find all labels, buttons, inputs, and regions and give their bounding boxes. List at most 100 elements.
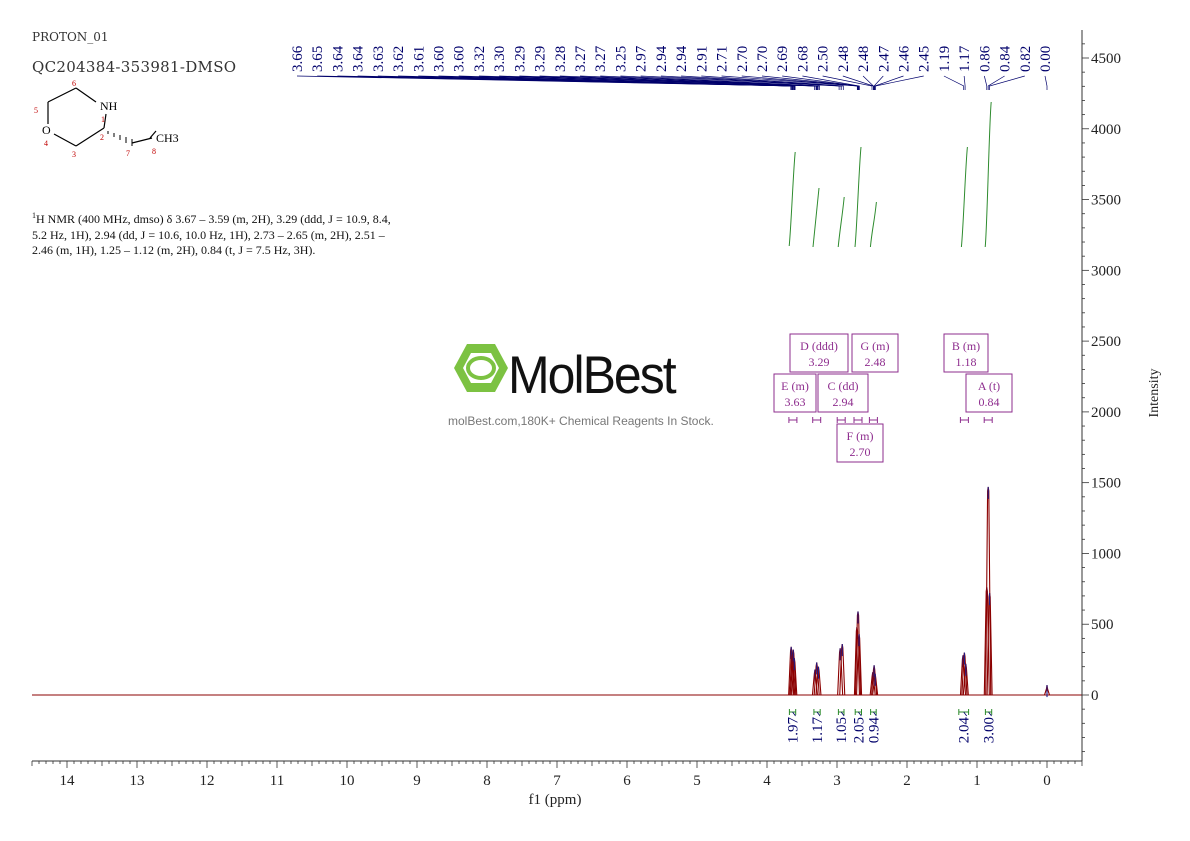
nmr-description-text: H NMR (400 MHz, dmso) δ 3.67 – 3.59 (m, … [32, 212, 391, 257]
spectrum-peak [1043, 685, 1051, 696]
integral-leader [873, 711, 877, 717]
y-axis-label: Intensity [1147, 369, 1162, 418]
multiplet-box-group: D (ddd) 3.29 G (m) 2.48 B (m) 1.18 E (m) 3.63 C … [773, 333, 1013, 463]
x-tick-label: 14 [60, 773, 76, 789]
y-tick-label: 3500 [1091, 193, 1121, 209]
y-tick-label: 4500 [1091, 51, 1121, 67]
peak-label: 2.45 [917, 46, 933, 72]
x-axis: 14 13 12 11 10 9 8 7 6 5 4 3 2 1 0 [31, 760, 1083, 789]
integral-curve [984, 101, 992, 248]
watermark: MolBest molBest.com,180K+ Chemical Reage… [448, 340, 748, 440]
multiplet-box [836, 423, 884, 463]
y-tick-label: 2000 [1091, 405, 1121, 421]
multiplet-label: F (m) [847, 429, 874, 443]
peak-label: 2.70 [735, 46, 751, 72]
x-tick-label: 8 [483, 773, 491, 789]
atom-number-1: 1 [101, 115, 105, 124]
integral-leader [963, 711, 968, 717]
integral-leader [858, 711, 862, 717]
atom-number-4: 4 [44, 139, 48, 148]
peak-label-leader [620, 75, 820, 90]
watermark-brand: MolBest [508, 345, 677, 405]
experiment-name: PROTON_01 [32, 30, 109, 44]
multiplet-box [943, 333, 989, 373]
x-tick-label: 13 [130, 773, 145, 789]
nmr-description: 1H NMR (400 MHz, dmso) δ 3.67 – 3.59 (m,… [32, 208, 392, 259]
peak-label-leader [989, 75, 1025, 90]
peak-label: 3.63 [371, 46, 387, 72]
integral-curve [960, 146, 968, 248]
peak-label: 3.28 [553, 46, 569, 72]
multiplet-box [965, 373, 1013, 413]
multiplet-label: A (t) [978, 379, 1000, 393]
spectrum-peak [856, 634, 863, 696]
x-tick-label: 7 [553, 773, 561, 789]
x-tick-label: 12 [200, 773, 215, 789]
molecule-structure: NH O CH3 1 2 3 4 5 6 7 8 [34, 80, 179, 159]
peak-label: 3.27 [573, 45, 589, 72]
x-tick-label: 4 [763, 773, 771, 789]
watermark-tagline: molBest.com,180K+ Chemical Reagents In S… [448, 414, 714, 428]
multiplet-label: D (ddd) [800, 339, 838, 353]
multiplet-label: C (dd) [828, 379, 859, 393]
integral-leader [816, 711, 821, 717]
peak-label: 2.69 [775, 46, 791, 72]
integral-leader [840, 711, 845, 717]
atom-nh: NH [100, 99, 118, 113]
peak-label-leader [701, 75, 844, 90]
spectrum-header: PROTON_01 QC204384-353981-DMSO [0, 0, 440, 300]
integral-value: 1.97 [786, 717, 802, 744]
peak-label: 2.97 [634, 45, 650, 72]
peak-label: 2.68 [795, 46, 811, 72]
x-tick-label: 10 [340, 773, 355, 789]
atom-number-2: 2 [100, 133, 104, 142]
atom-number-7: 7 [126, 149, 130, 158]
y-tick-label: 1000 [1091, 546, 1121, 562]
hexagon-logo-icon [454, 344, 508, 392]
multiplet-shift: 0.84 [979, 395, 1000, 409]
peak-label: 2.94 [654, 45, 670, 72]
integral-value: 1.05 [834, 717, 850, 743]
multiplet-shift: 3.29 [809, 355, 830, 369]
atom-number-5: 5 [34, 106, 38, 115]
peak-label: 3.62 [391, 46, 407, 72]
x-tick-label: 9 [413, 773, 421, 789]
x-axis-label: f1 (ppm) [529, 792, 582, 808]
peak-label: 2.71 [715, 46, 731, 72]
peak-label: 3.60 [432, 46, 448, 72]
integral-leader [792, 711, 796, 717]
multiplet-shift: 3.63 [785, 395, 806, 409]
peak-label: 2.46 [896, 45, 912, 72]
atom-number-3: 3 [72, 150, 76, 159]
integral-leader [988, 711, 992, 717]
peak-label-leader [822, 75, 873, 90]
y-tick-label: 4000 [1091, 122, 1121, 138]
integral-curve [869, 201, 877, 248]
integral-value: 0.94 [866, 717, 882, 744]
integral-value: 2.04 [957, 717, 973, 744]
nmr-isotope-superscript: 1 [32, 211, 36, 220]
multiplet-box [851, 333, 899, 373]
integral-curve [854, 146, 862, 248]
x-tick-label: 5 [693, 773, 701, 789]
peak-label-leader [862, 75, 874, 90]
x-tick-label: 2 [903, 773, 911, 789]
peak-label: 3.65 [310, 46, 326, 72]
multiplet-label: B (m) [952, 339, 980, 353]
peak-label: 0.84 [998, 45, 1014, 72]
sample-id: QC204384-353981-DMSO [32, 58, 237, 76]
peak-label: 3.66 [290, 45, 306, 72]
peak-label-leader [987, 75, 1005, 90]
peak-label: 0.82 [1018, 46, 1034, 72]
spectrum-peak [959, 655, 967, 696]
peak-label-leader [984, 75, 988, 90]
y-tick-label: 3000 [1091, 263, 1121, 279]
peak-label: 3.60 [452, 46, 468, 72]
peak-label: 3.64 [330, 45, 346, 72]
multiplet-shift: 1.18 [956, 355, 977, 369]
peak-label: 2.50 [816, 46, 832, 72]
integral-value: 3.00 [982, 717, 998, 743]
peak-label: 1.19 [937, 46, 953, 72]
multiplet-box [817, 373, 869, 413]
